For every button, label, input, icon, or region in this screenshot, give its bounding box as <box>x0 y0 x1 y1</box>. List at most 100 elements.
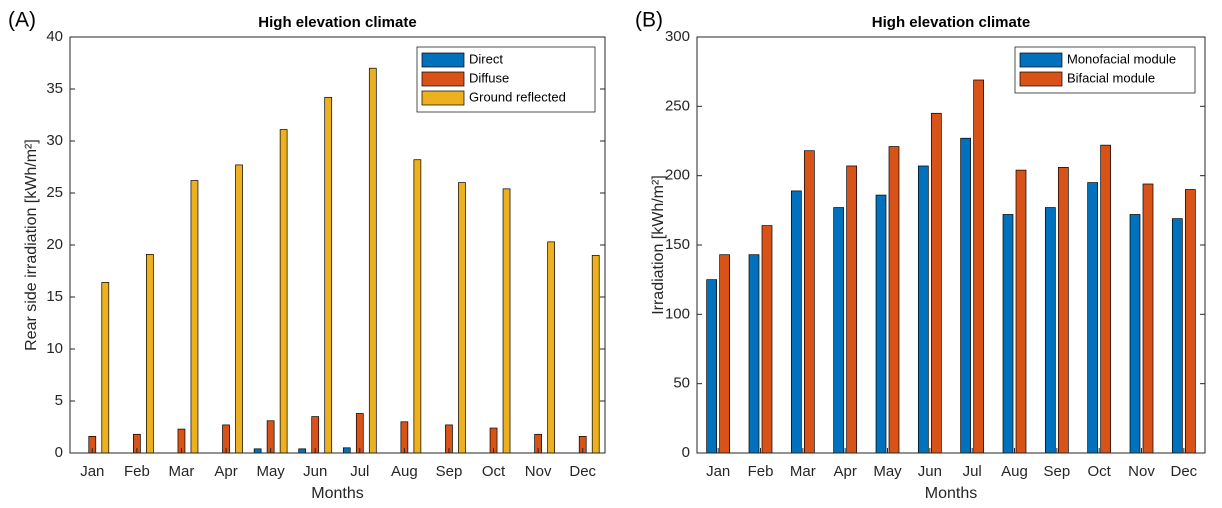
axes-box <box>69 36 606 454</box>
bar <box>888 146 900 454</box>
y-tick-label: 40 <box>46 28 63 45</box>
y-tick-label: 300 <box>665 28 690 45</box>
bar <box>413 159 422 454</box>
bar <box>591 255 600 454</box>
x-tick-label: Jan <box>80 463 104 480</box>
bar <box>1171 218 1183 454</box>
bar <box>190 180 199 454</box>
bar <box>298 448 307 454</box>
bar <box>342 447 351 454</box>
x-tick-label: Mar <box>169 463 195 480</box>
bar <box>930 112 942 454</box>
legend-label: Ground reflected <box>469 89 566 104</box>
x-tick-label: Jul <box>963 463 982 480</box>
x-tick-label: Feb <box>748 463 774 480</box>
bar <box>101 282 110 454</box>
y-tick-label: 25 <box>46 184 63 201</box>
legend-swatch <box>1019 52 1063 68</box>
bar <box>235 164 243 454</box>
y-tick-label: 30 <box>46 132 63 149</box>
bar <box>1184 189 1196 454</box>
chart-title: High elevation climate <box>872 14 1030 31</box>
x-tick-label: Dec <box>1170 463 1197 480</box>
y-tick-label: 10 <box>46 340 63 357</box>
y-tick-label: 0 <box>55 444 63 461</box>
x-axis-label: Months <box>925 485 977 502</box>
x-tick-label: Sep <box>436 463 463 480</box>
y-tick-label: 250 <box>665 97 690 114</box>
bar <box>355 413 364 454</box>
bar <box>803 150 815 454</box>
legend-label: Direct <box>469 51 503 66</box>
x-tick-label: Jul <box>350 463 369 480</box>
x-axis-label: Months <box>311 485 363 502</box>
bar <box>458 182 466 454</box>
legend-swatch <box>421 90 465 106</box>
bar <box>917 165 929 454</box>
legend-label: Monofacial module <box>1067 51 1176 66</box>
x-tick-label: Aug <box>391 463 418 480</box>
x-tick-label: Feb <box>124 463 150 480</box>
bar <box>324 96 333 454</box>
y-tick-label: 150 <box>665 236 690 253</box>
bar <box>875 194 887 454</box>
x-tick-label: Apr <box>214 463 237 480</box>
panel-label: (B) <box>635 9 663 32</box>
legend-swatch <box>421 52 465 68</box>
bar <box>1100 144 1112 454</box>
bar <box>719 254 731 454</box>
y-axis-label: Rear side irradiation [kWh/m²] <box>23 139 40 351</box>
bar <box>748 254 760 454</box>
bar <box>833 207 845 454</box>
bar <box>1087 182 1099 454</box>
legend-swatch <box>421 71 465 87</box>
y-tick-label: 5 <box>55 392 63 409</box>
bar <box>1002 214 1014 454</box>
x-tick-label: Jun <box>303 463 327 480</box>
x-tick-label: Apr <box>833 463 856 480</box>
y-tick-label: 200 <box>665 167 690 184</box>
bar <box>279 129 288 454</box>
y-tick-label: 15 <box>46 288 63 305</box>
bar <box>1044 207 1056 454</box>
x-tick-label: Mar <box>790 463 816 480</box>
bar <box>1015 169 1027 454</box>
x-tick-label: May <box>256 463 285 480</box>
axes-box <box>696 36 1206 454</box>
bar <box>960 137 972 454</box>
x-tick-label: May <box>873 463 902 480</box>
x-tick-label: Jan <box>706 463 730 480</box>
y-tick-label: 20 <box>46 236 63 253</box>
bar <box>790 190 802 454</box>
y-tick-label: 0 <box>682 444 690 461</box>
y-axis-label: Irradiation [kWh/m²] <box>650 175 667 315</box>
bar <box>146 254 154 454</box>
y-tick-label: 50 <box>673 375 690 392</box>
y-tick-label: 35 <box>46 80 63 97</box>
x-tick-label: Oct <box>1087 463 1111 480</box>
x-tick-label: Nov <box>1128 463 1155 480</box>
bar <box>368 67 377 454</box>
legend-label: Bifacial module <box>1067 70 1155 85</box>
bar <box>973 79 985 454</box>
x-tick-label: Nov <box>525 463 552 480</box>
y-tick-label: 100 <box>665 305 690 322</box>
x-tick-label: Jun <box>918 463 942 480</box>
bar <box>253 448 262 454</box>
x-tick-label: Oct <box>482 463 506 480</box>
bar <box>502 188 511 454</box>
bar <box>1129 214 1141 454</box>
bar <box>1057 166 1069 454</box>
x-tick-label: Dec <box>569 463 596 480</box>
chart-title: High elevation climate <box>258 14 416 31</box>
bar <box>846 165 858 454</box>
bar <box>311 416 320 454</box>
bar <box>1142 183 1154 454</box>
bar <box>706 279 718 454</box>
legend-swatch <box>1019 71 1063 87</box>
bar <box>761 225 773 454</box>
x-tick-label: Aug <box>1001 463 1028 480</box>
x-tick-label: Sep <box>1043 463 1070 480</box>
bar <box>547 241 555 454</box>
